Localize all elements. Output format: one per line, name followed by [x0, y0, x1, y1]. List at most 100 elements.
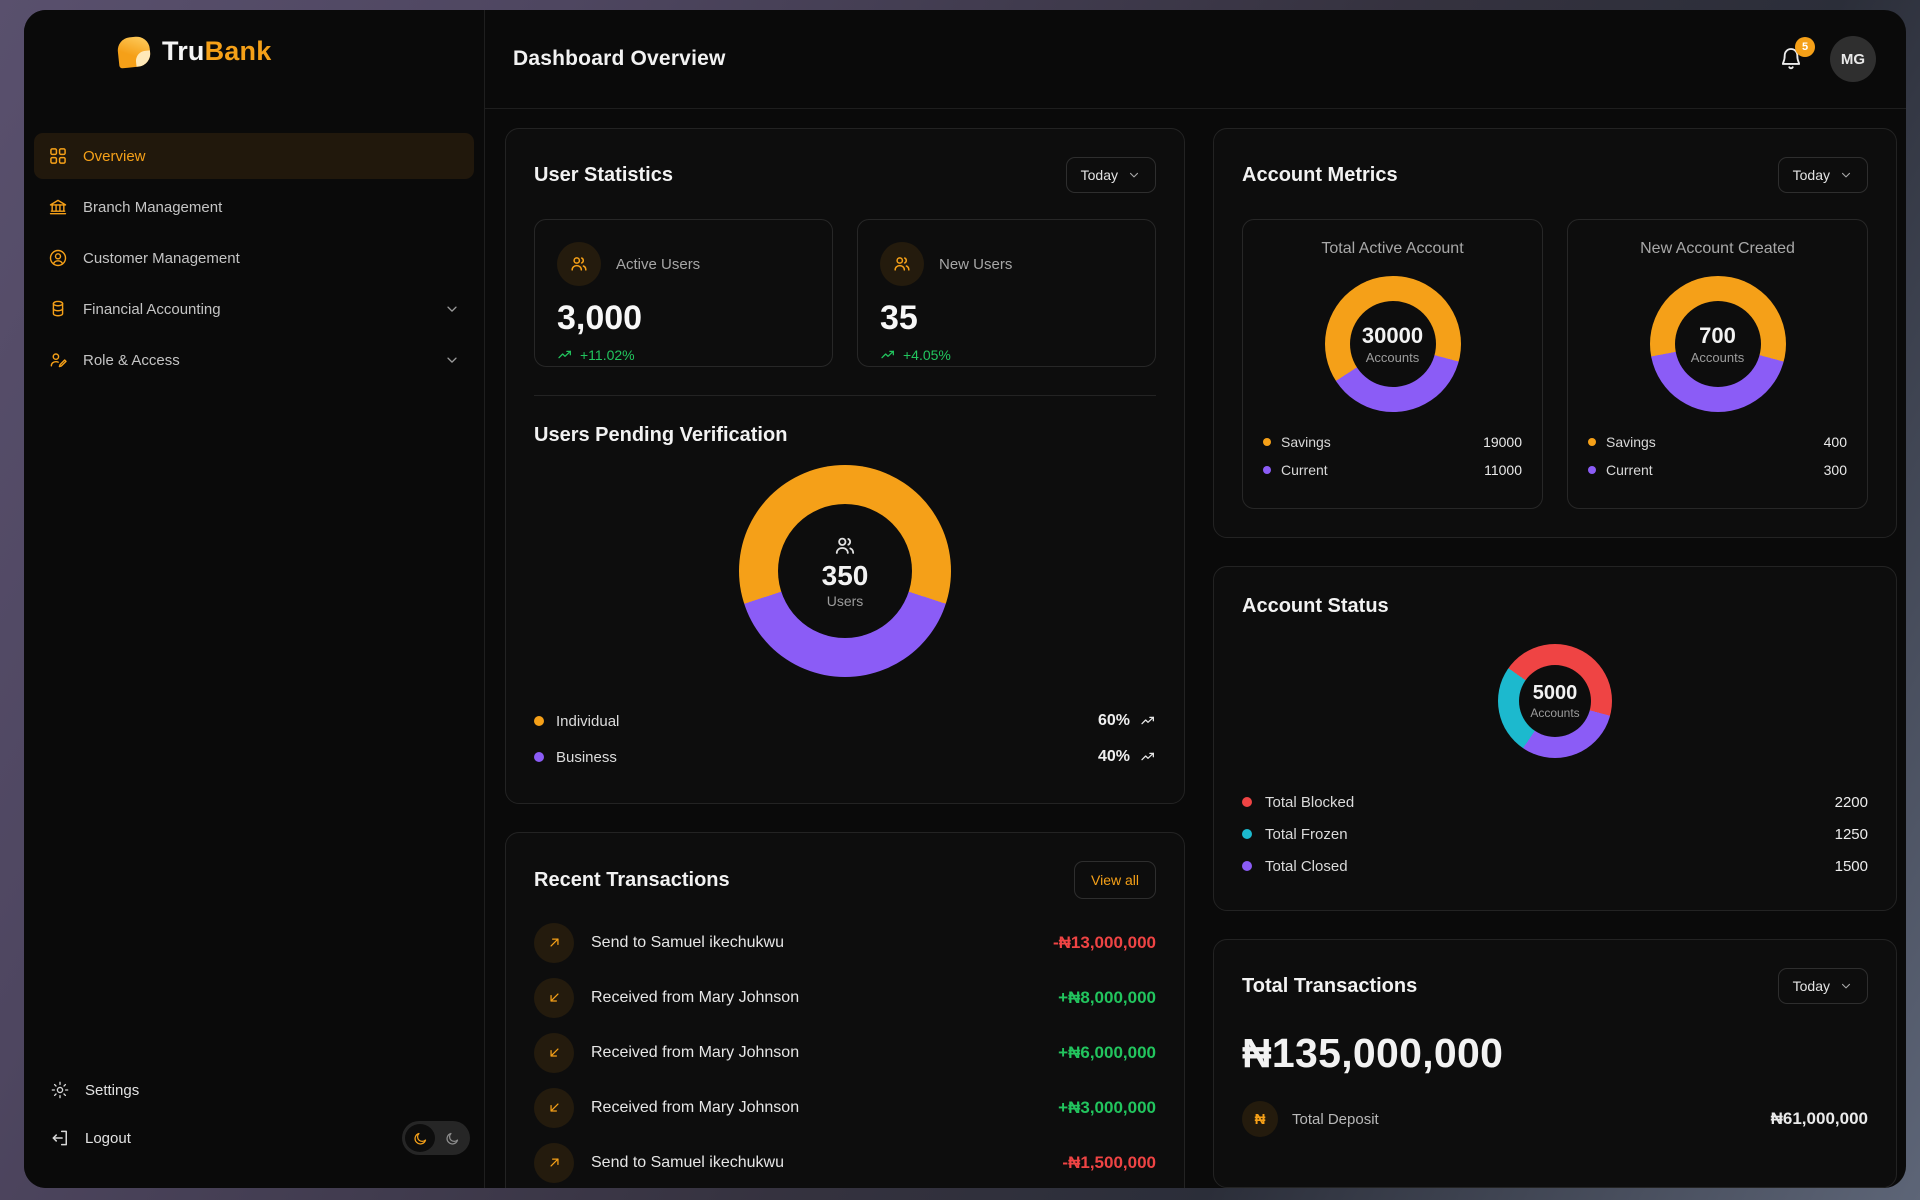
stat-delta: +11.02%: [557, 347, 810, 363]
settings-button[interactable]: Settings: [38, 1066, 470, 1114]
user-circle-icon: [49, 249, 67, 267]
chevron-down-icon: [1841, 983, 1851, 989]
stat-label: New Users: [939, 255, 1013, 273]
new-account-created-card: New Account Created 700 Accounts: [1567, 219, 1868, 509]
period-value: Today: [1792, 978, 1830, 994]
sidebar-item-label: Overview: [83, 147, 146, 165]
active-users-stat: Active Users 3,000 +11.02%: [534, 219, 833, 367]
legend-row: Total Frozen 1250: [1242, 818, 1868, 850]
sidebar-item-overview[interactable]: Overview: [34, 133, 474, 179]
legend-row: Savings 400: [1588, 428, 1847, 456]
sidebar-footer: Settings Logout: [24, 1066, 484, 1162]
left-column: User Statistics Today Active Users: [505, 128, 1185, 1188]
legend-row: Total Blocked 2200: [1242, 786, 1868, 818]
account-metrics-card: Account Metrics Today Total Active Accou…: [1213, 128, 1897, 538]
trend-up-icon: [881, 350, 894, 359]
theme-toggle[interactable]: [402, 1121, 470, 1155]
chevron-down-icon: [1841, 172, 1851, 178]
card-title: Recent Transactions: [534, 868, 730, 891]
app-window: TruBank Overview Branch Management Custo…: [24, 10, 1906, 1188]
transaction-amount: +₦6,000,000: [1058, 1042, 1156, 1062]
total-transactions-card: Total Transactions Today ₦135,000,000 ₦ …: [1213, 939, 1897, 1188]
moon-icon: [413, 1132, 426, 1145]
legend-dot: [1242, 861, 1252, 871]
dashboard-content: User Statistics Today Active Users: [485, 109, 1906, 1188]
sidebar-nav: Overview Branch Management Customer Mana…: [24, 133, 484, 383]
legend-row: Individual 60%: [534, 703, 1156, 739]
stat-delta: +4.05%: [880, 347, 1133, 363]
light-mode-button[interactable]: [437, 1124, 467, 1152]
notification-badge: 5: [1795, 37, 1815, 57]
bank-icon: [49, 199, 67, 215]
legend-row: Current 11000: [1263, 456, 1522, 484]
donut-center-label: Accounts: [1690, 350, 1745, 365]
transaction-row[interactable]: Send to Samuel ikechukwu -₦1,500,000: [534, 1135, 1156, 1188]
dark-mode-button[interactable]: [405, 1124, 435, 1152]
section-title: Users Pending Verification: [534, 424, 788, 446]
topbar: Dashboard Overview 5 MG: [485, 10, 1906, 109]
card-title: Account Status: [1242, 595, 1389, 617]
donut-center-value: 700: [1699, 323, 1736, 348]
total-transactions-amount: ₦135,000,000: [1242, 1030, 1504, 1076]
legend-row: Business 40%: [534, 739, 1156, 775]
legend-dot: [1263, 466, 1271, 474]
transaction-amount: -₦1,500,000: [1062, 1152, 1156, 1172]
users-pending-legend: Individual 60% Business 40%: [534, 703, 1156, 775]
period-dropdown[interactable]: Today: [1065, 157, 1156, 193]
donut-center-value: 5000: [1532, 682, 1578, 704]
period-dropdown[interactable]: Today: [1777, 968, 1868, 1004]
moon-icon: [445, 1132, 458, 1145]
sidebar-item-role-access[interactable]: Role & Access: [34, 337, 474, 383]
period-dropdown[interactable]: Today: [1777, 157, 1868, 193]
page-title: Dashboard Overview: [513, 47, 726, 70]
stat-label: Active Users: [616, 255, 701, 273]
legend-row: Savings 19000: [1263, 428, 1522, 456]
stat-value: 3,000: [557, 299, 643, 337]
notifications-button[interactable]: 5: [1778, 37, 1815, 73]
trubank-logo: TruBank: [24, 10, 484, 69]
stat-value: 35: [880, 299, 918, 337]
legend-dot: [1588, 466, 1596, 474]
legend-dot: [1242, 829, 1252, 839]
divider: [534, 395, 1156, 396]
sidebar: TruBank Overview Branch Management Custo…: [24, 10, 485, 1188]
account-status-legend: Total Blocked 2200 Total Frozen 1250 Tot…: [1242, 786, 1868, 882]
card-title: Total Transactions: [1242, 974, 1418, 997]
trubank-logo-text: TruBank: [162, 36, 272, 66]
arrow-up-right-icon: [534, 922, 574, 963]
user-statistics-card: User Statistics Today Active Users: [505, 128, 1185, 804]
role-access-icon: [50, 353, 67, 368]
logout-label: Logout: [85, 1129, 131, 1147]
card-title: User Statistics: [534, 163, 673, 186]
trend-up-icon: [558, 350, 571, 359]
legend-row: Current 300: [1588, 456, 1847, 484]
transaction-row[interactable]: Received from Mary Johnson +₦3,000,000: [534, 1080, 1156, 1135]
transaction-row[interactable]: Received from Mary Johnson +₦8,000,000: [534, 970, 1156, 1025]
transaction-amount: +₦8,000,000: [1058, 987, 1156, 1007]
sidebar-item-label: Role & Access: [83, 351, 180, 369]
new-account-donut-chart: 700 Accounts: [1649, 276, 1786, 412]
sidebar-item-label: Financial Accounting: [83, 300, 221, 318]
donut-center-value: 30000: [1361, 323, 1424, 348]
transaction-row[interactable]: Received from Mary Johnson +₦6,000,000: [534, 1025, 1156, 1080]
chevron-down-icon: [1129, 172, 1139, 178]
sidebar-item-customer-management[interactable]: Customer Management: [34, 235, 474, 281]
transaction-row[interactable]: Send to Samuel ikechukwu -₦13,000,000: [534, 915, 1156, 970]
sidebar-item-label: Customer Management: [83, 249, 240, 267]
avatar[interactable]: MG: [1830, 36, 1876, 82]
chevron-down-icon: [447, 306, 457, 312]
logout-button[interactable]: Logout: [38, 1114, 143, 1162]
sidebar-item-branch-management[interactable]: Branch Management: [34, 184, 474, 230]
gear-icon: [51, 1081, 69, 1099]
donut-center-label: Accounts: [1530, 706, 1580, 720]
view-all-button[interactable]: View all: [1074, 861, 1156, 899]
donut-center-label: Accounts: [1365, 350, 1420, 365]
card-title: Account Metrics: [1242, 163, 1398, 186]
users-pending-donut-chart: 350 Users: [739, 465, 951, 677]
arrow-up-right-icon: [534, 1142, 574, 1183]
arrow-down-left-icon: [534, 1032, 574, 1073]
trend-up-icon: [1141, 752, 1154, 761]
sidebar-item-financial-accounting[interactable]: Financial Accounting: [34, 286, 474, 332]
right-column: Account Metrics Today Total Active Accou…: [1213, 128, 1897, 1188]
main-area: Dashboard Overview 5 MG User Statistics …: [485, 10, 1906, 1188]
